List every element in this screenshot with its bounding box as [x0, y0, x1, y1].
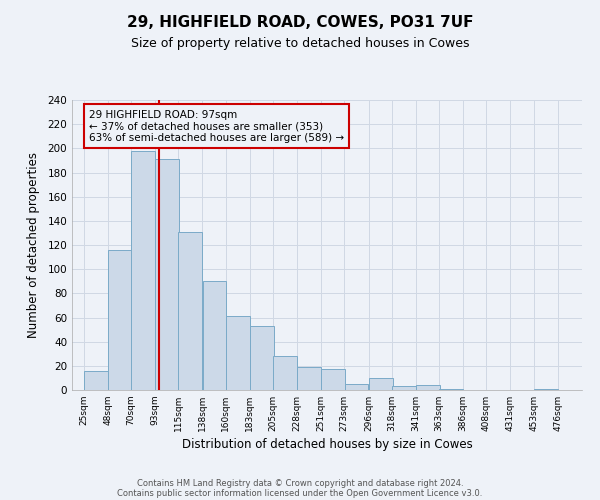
Bar — [226, 316, 250, 390]
Bar — [344, 384, 368, 390]
Bar — [155, 159, 179, 390]
X-axis label: Distribution of detached houses by size in Cowes: Distribution of detached houses by size … — [182, 438, 472, 451]
Bar — [250, 326, 274, 390]
Bar — [297, 367, 321, 390]
Bar — [416, 385, 440, 390]
Bar — [108, 250, 132, 390]
Text: 29 HIGHFIELD ROAD: 97sqm
← 37% of detached houses are smaller (353)
63% of semi-: 29 HIGHFIELD ROAD: 97sqm ← 37% of detach… — [89, 110, 344, 143]
Text: 29, HIGHFIELD ROAD, COWES, PO31 7UF: 29, HIGHFIELD ROAD, COWES, PO31 7UF — [127, 15, 473, 30]
Text: Contains HM Land Registry data © Crown copyright and database right 2024.: Contains HM Land Registry data © Crown c… — [137, 478, 463, 488]
Bar — [273, 356, 297, 390]
Bar — [178, 232, 202, 390]
Bar — [322, 370, 345, 390]
Y-axis label: Number of detached properties: Number of detached properties — [28, 152, 40, 338]
Bar — [368, 378, 392, 390]
Bar — [534, 389, 557, 390]
Bar — [392, 386, 416, 390]
Bar — [203, 281, 226, 390]
Bar — [84, 370, 107, 390]
Text: Contains public sector information licensed under the Open Government Licence v3: Contains public sector information licen… — [118, 488, 482, 498]
Bar — [439, 389, 463, 390]
Text: Size of property relative to detached houses in Cowes: Size of property relative to detached ho… — [131, 38, 469, 51]
Bar — [131, 151, 155, 390]
